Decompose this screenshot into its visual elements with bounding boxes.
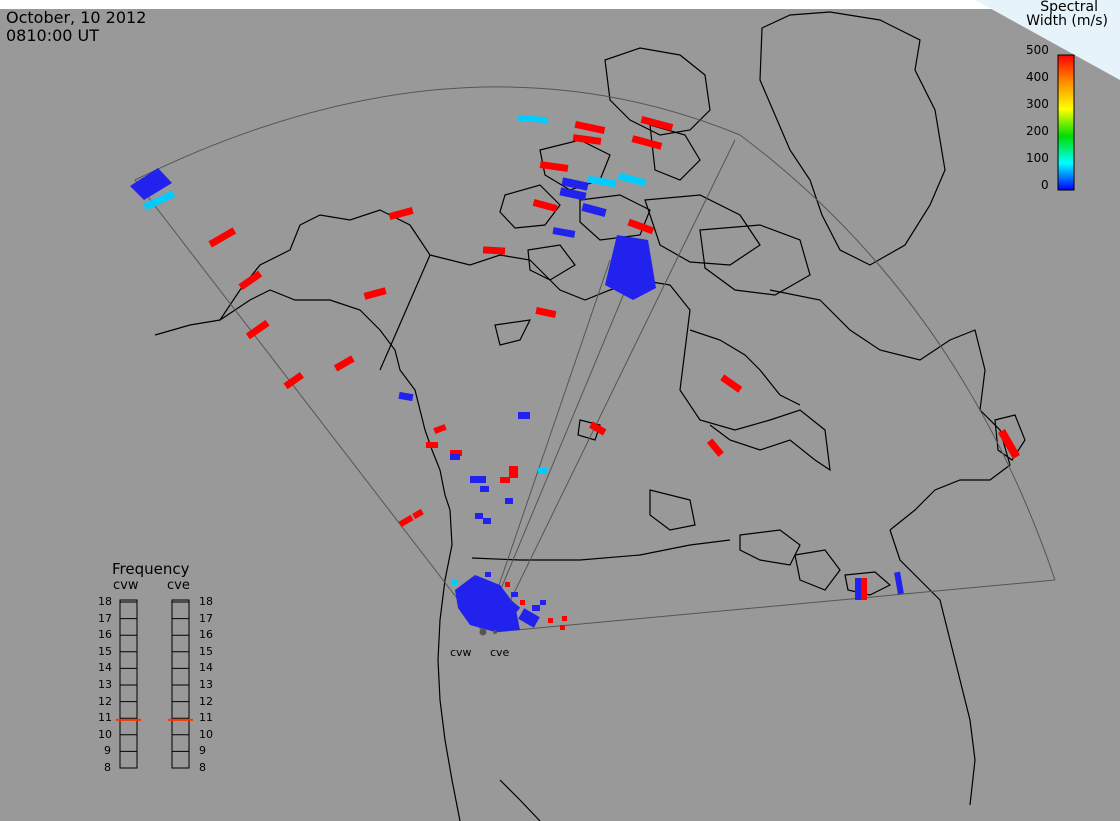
frequency-scale-label-cve: 18 [199, 595, 213, 608]
radar-echoes [130, 114, 1020, 632]
frequency-scale-label-cvw: 11 [98, 711, 112, 725]
plot-time: 0810:00 UT [6, 26, 100, 45]
colorbar-title-line1: Spectral [1040, 0, 1098, 15]
frequency-scale-label-cve: 13 [199, 678, 213, 691]
frequency-scale-label-cve: 10 [199, 727, 213, 741]
radar-stations [479, 628, 497, 636]
corner-region [975, 0, 1120, 80]
frequency-scale-label-cvw: 16 [98, 628, 112, 642]
frequency-scale-label-cve: 12 [199, 694, 213, 708]
frequency-scale-label-cve: 16 [199, 628, 213, 642]
frequency-scale-label-cvw: 9 [104, 744, 111, 758]
station-marker-cvw [479, 628, 487, 636]
colorbar-tick-100: 100 [1026, 151, 1049, 165]
frequency-scale-label-cvw: 12 [98, 694, 112, 708]
low-width-echoes [130, 168, 904, 632]
station-label-cvw: cvw [450, 646, 472, 659]
mid-width-echoes [143, 114, 647, 585]
frequency-scale-label-cvw: 13 [98, 678, 112, 691]
colorbar-tick-0: 0 [1041, 178, 1049, 192]
radar-field-of-view [134, 86, 1056, 633]
frequency-scale-label-cvw: 18 [98, 595, 112, 608]
colorbar-title-line2: Width (m/s) [1026, 13, 1108, 29]
station-marker-cve [493, 630, 497, 634]
frequency-label-cvw: cvw [113, 578, 139, 593]
frequency-scale-label-cve: 14 [199, 661, 213, 675]
frequency-scale-label-cve: 11 [199, 711, 213, 725]
frequency-scale-label-cve: 9 [199, 744, 206, 758]
frequency-scale-label-cvw: 15 [98, 644, 112, 658]
frequency-scale-label-cve: 17 [199, 611, 213, 625]
frequency-title: Frequency [112, 560, 190, 578]
high-width-echoes [208, 115, 1020, 630]
frequency-gauges [116, 599, 193, 769]
colorbar-tick-300: 300 [1026, 97, 1049, 111]
frequency-label-cve: cve [167, 578, 190, 593]
colorbar-tick-400: 400 [1026, 70, 1049, 84]
frequency-scale-label-cvw: 17 [98, 611, 112, 625]
coastlines [154, 11, 1026, 821]
frequency-scale-label-cve: 15 [199, 644, 213, 658]
colorbar-tick-200: 200 [1026, 124, 1049, 138]
frequency-scale-label-cvw: 10 [98, 727, 112, 741]
plot-date: October, 10 2012 [6, 8, 147, 27]
colorbar-gradient [1057, 54, 1075, 191]
top-margin [0, 0, 1120, 9]
station-label-cve: cve [490, 646, 510, 659]
colorbar-tick-500: 500 [1026, 43, 1049, 57]
frequency-scale-label-cvw: 8 [104, 761, 111, 774]
frequency-scale-label-cvw: 14 [98, 661, 112, 675]
frequency-scale-label-cve: 8 [199, 761, 206, 774]
